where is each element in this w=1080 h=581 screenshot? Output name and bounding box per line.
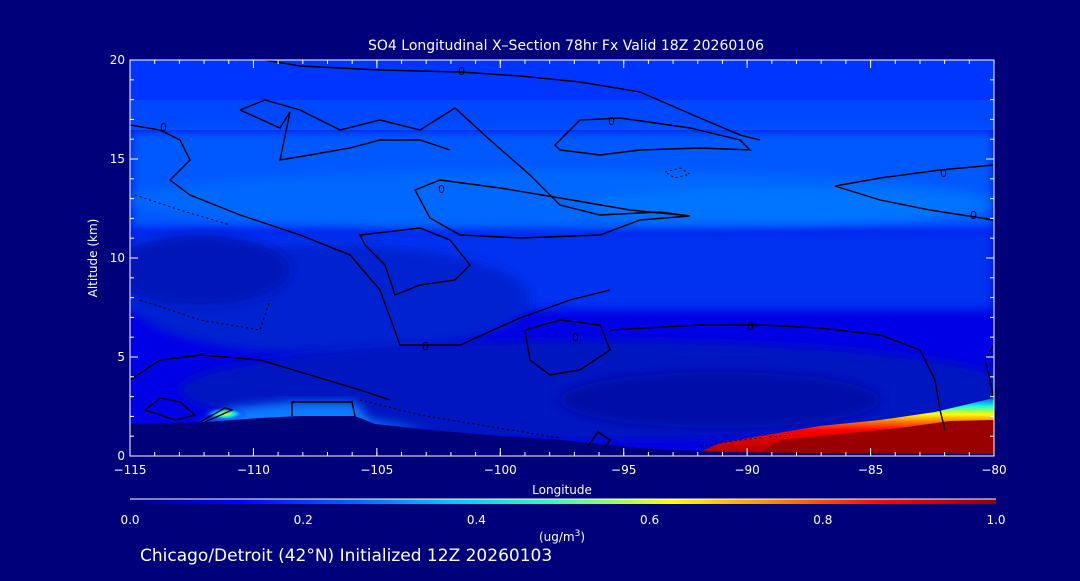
contour-line bbox=[130, 354, 391, 401]
contour-label: 0 bbox=[940, 167, 947, 180]
surface-hotspot bbox=[203, 407, 247, 421]
contour-label: 0 bbox=[422, 340, 429, 353]
contour-line bbox=[984, 344, 994, 401]
contour-dotted bbox=[134, 167, 791, 447]
x-tick-label: −105 bbox=[360, 463, 393, 477]
y-tick-label: 0 bbox=[117, 449, 125, 463]
band-upper bbox=[130, 100, 994, 130]
terrain bbox=[130, 416, 994, 456]
x-axis: −115 −110 −105 −100 −95 −90 −85 −80 bbox=[114, 60, 1007, 477]
contour-line bbox=[291, 401, 356, 417]
contour-labels: 0 0 0 0 0 0 0 0 0 bbox=[160, 65, 977, 353]
y-axis-label: Altitude (km) bbox=[86, 219, 100, 298]
footer-initialization-text: Chicago/Detroit (42°N) Initialized 12Z 2… bbox=[140, 546, 552, 566]
x-tick-label: −95 bbox=[611, 463, 636, 477]
colorbar-unit-close: ) bbox=[580, 530, 585, 544]
colorbar-tick-label: 1.0 bbox=[986, 513, 1005, 527]
y-tick-label: 20 bbox=[110, 53, 125, 67]
chart-title: SO4 Longitudinal X–Section 78hr Fx Valid… bbox=[368, 38, 764, 54]
contour-line bbox=[199, 407, 235, 423]
mid-left-low bbox=[130, 235, 290, 305]
contour-line bbox=[524, 319, 611, 376]
sulfate-plume-core bbox=[755, 420, 994, 456]
x-tick-label: −115 bbox=[114, 463, 147, 477]
x-tick-label: −90 bbox=[734, 463, 759, 477]
colorbar-unit-label: (ug/m3) bbox=[539, 529, 585, 544]
colorbar-tick-label: 0.4 bbox=[467, 513, 486, 527]
contour-line bbox=[143, 397, 197, 421]
contour-line bbox=[264, 60, 761, 141]
contour-lines bbox=[130, 60, 994, 449]
contour-line bbox=[834, 185, 994, 221]
colorbar bbox=[130, 499, 996, 504]
x-tick-label: −110 bbox=[237, 463, 270, 477]
contour-line bbox=[554, 117, 752, 156]
contour-label: 0 bbox=[970, 209, 977, 222]
x-tick-label: −85 bbox=[858, 463, 883, 477]
x-tick-label: −100 bbox=[484, 463, 517, 477]
contour-line bbox=[358, 227, 471, 296]
colorbar-ticks: 0.0 0.2 0.4 0.6 0.8 1.0 bbox=[120, 498, 1006, 527]
contour-line-dotted bbox=[359, 399, 561, 439]
y-tick-label: 15 bbox=[110, 152, 125, 166]
y-axis: 0 5 10 15 20 bbox=[110, 53, 994, 463]
contour-label: 0 bbox=[160, 121, 167, 134]
colorbar-unit: (ug/m bbox=[539, 530, 575, 544]
contour-line-dotted bbox=[663, 167, 692, 179]
contour-label: 0 bbox=[438, 183, 445, 196]
contour-label: 0 bbox=[608, 115, 615, 128]
plot-area: 0 0 0 0 0 0 0 0 0 bbox=[130, 60, 994, 456]
colorbar-tick-label: 0.8 bbox=[813, 513, 832, 527]
contour-line-dotted bbox=[699, 434, 791, 447]
band-jet-core bbox=[590, 187, 990, 223]
contour-label: 0 bbox=[572, 331, 579, 344]
contour-label: 0 bbox=[747, 320, 754, 333]
contour-line bbox=[587, 431, 611, 449]
contour-line-dotted bbox=[134, 194, 231, 226]
y-tick-label: 10 bbox=[110, 251, 125, 265]
contour-line bbox=[130, 124, 611, 346]
colorbar-tick-label: 0.2 bbox=[294, 513, 313, 527]
contour-line bbox=[239, 109, 451, 161]
lower-darkest-region bbox=[560, 372, 880, 428]
colorbar-tick-label: 0.6 bbox=[640, 513, 659, 527]
contour-line bbox=[609, 324, 946, 431]
colorbar-unit-superscript: 3 bbox=[575, 529, 581, 539]
x-axis-label: Longitude bbox=[532, 483, 592, 497]
y-tick-label: 5 bbox=[117, 350, 125, 364]
contour-label: 0 bbox=[458, 65, 465, 78]
colorbar-tick-label: 0.0 bbox=[120, 513, 139, 527]
contour-line bbox=[834, 164, 994, 187]
contour-line bbox=[414, 179, 691, 239]
x-tick-label: −80 bbox=[981, 463, 1006, 477]
contour-line bbox=[239, 99, 691, 217]
contour-line-dotted bbox=[139, 299, 271, 331]
